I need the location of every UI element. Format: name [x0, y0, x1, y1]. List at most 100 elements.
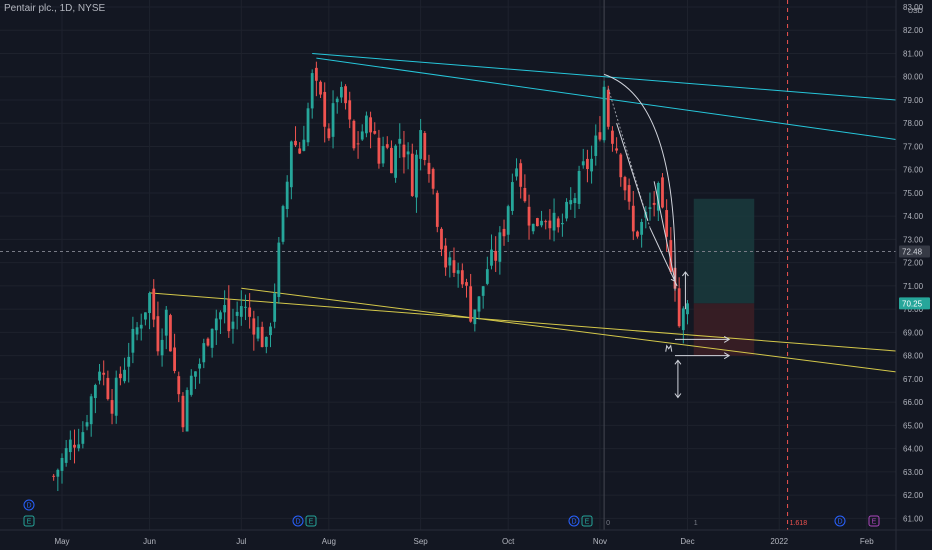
candle-up — [223, 305, 227, 313]
candle-up — [85, 422, 89, 427]
candle-down — [373, 131, 377, 134]
x-tick-label: Feb — [860, 537, 874, 546]
candle-up — [219, 312, 222, 320]
candle-down — [435, 192, 439, 227]
candle-up — [277, 242, 281, 297]
y-tick-label: 63.00 — [903, 468, 924, 477]
dividend-marker[interactable]: D — [834, 515, 846, 527]
y-tick-label: 78.00 — [903, 119, 924, 128]
candle-up — [77, 444, 81, 449]
dividend-marker-letter: D — [837, 519, 842, 526]
candle-up — [185, 390, 189, 432]
candle-down — [106, 377, 110, 400]
candle-up — [269, 326, 272, 336]
vline-label: 1 — [694, 520, 698, 527]
candle-down — [527, 206, 531, 226]
time-axis[interactable]: May Jun Jul Aug Sep Oct Nov Dec 2022 Feb 0 1 1.618 — [0, 520, 932, 546]
y-tick-label: 72.00 — [903, 259, 924, 268]
fib-label: 1.618 — [790, 520, 808, 527]
candle-up — [198, 363, 202, 369]
earnings-marker-letter: E — [27, 519, 32, 526]
candle-up — [540, 220, 543, 226]
candle-up — [231, 321, 235, 329]
candle-down — [598, 132, 602, 140]
candle-up — [189, 375, 193, 395]
earnings-marker[interactable]: E — [23, 515, 35, 527]
candle-down — [227, 299, 231, 332]
candle-down — [73, 444, 76, 448]
candle-down — [465, 282, 468, 286]
candle-up — [289, 141, 293, 188]
candle-down — [352, 120, 356, 149]
dividend-marker-letter: D — [571, 519, 576, 526]
candle-down — [636, 231, 639, 237]
candle-down — [323, 91, 327, 127]
y-tick-label: 77.00 — [903, 142, 924, 151]
candle-up — [339, 86, 343, 98]
candle-up — [561, 223, 564, 225]
event-markers[interactable]: D E D E D E D E — [23, 499, 880, 527]
candle-down — [206, 338, 210, 346]
candle-up — [281, 206, 285, 242]
candle-up — [510, 182, 514, 211]
dividend-marker-shape — [292, 515, 304, 527]
candle-down — [402, 144, 406, 158]
arrow-head — [674, 393, 682, 399]
candle-down — [615, 148, 619, 151]
y-tick-label: 62.00 — [903, 491, 924, 500]
candle-up — [144, 312, 147, 320]
candle-down — [385, 144, 389, 148]
candle-up — [202, 343, 206, 363]
candle-up — [552, 212, 556, 231]
earnings-marker-letter: E — [872, 519, 877, 526]
arrow-head — [674, 359, 682, 365]
earnings-marker[interactable]: E — [581, 515, 593, 527]
dividend-marker-letter: D — [26, 503, 31, 510]
candle-up — [569, 200, 573, 205]
candle-down — [627, 185, 631, 202]
candle-up — [64, 448, 68, 463]
x-tick-label: Dec — [680, 537, 694, 546]
candle-down — [348, 100, 352, 120]
candle-down — [431, 168, 435, 189]
candle-down — [110, 400, 114, 414]
candle-up — [56, 469, 60, 477]
last-price-tag: 70.25 — [902, 299, 923, 308]
candle-down — [535, 218, 539, 227]
candle-up — [485, 269, 489, 284]
dividend-marker[interactable]: D — [568, 515, 580, 527]
earnings-marker[interactable]: E — [868, 515, 880, 527]
candle-down — [652, 202, 656, 205]
y-tick-label: 80.00 — [903, 73, 924, 82]
down-arrow-line — [653, 181, 676, 282]
vline-label: 0 — [606, 520, 610, 527]
dividend-marker-shape — [834, 515, 846, 527]
arc-drawing — [603, 73, 676, 291]
x-tick-label: Nov — [593, 537, 607, 546]
candle-up — [565, 201, 568, 219]
candle-down — [452, 260, 456, 273]
candle-up — [506, 206, 510, 235]
candle-down — [52, 475, 56, 477]
candle-down — [631, 205, 635, 232]
earnings-marker[interactable]: E — [305, 515, 317, 527]
candle-up — [573, 198, 577, 204]
y-tick-label: 83.00 — [903, 3, 924, 12]
candle-down — [440, 228, 443, 250]
candle-down — [298, 148, 302, 154]
earnings-marker-letter: E — [585, 519, 590, 526]
candle-up — [98, 371, 101, 381]
dividend-marker-shape — [23, 499, 35, 511]
arrow-head — [670, 276, 676, 283]
candle-down — [606, 89, 610, 127]
candle-up — [419, 130, 423, 159]
dividend-marker[interactable]: D — [292, 515, 304, 527]
candle-down — [661, 177, 664, 208]
price-axis[interactable]: 61.00 62.00 63.00 64.00 65.00 66.00 67.00 68.00… — [895, 0, 930, 550]
candle-down — [248, 307, 252, 317]
candle-up — [210, 328, 214, 348]
symbol-title[interactable]: Pentair plc., 1D, NYSE — [4, 3, 106, 14]
dividend-marker[interactable]: D — [23, 499, 35, 511]
